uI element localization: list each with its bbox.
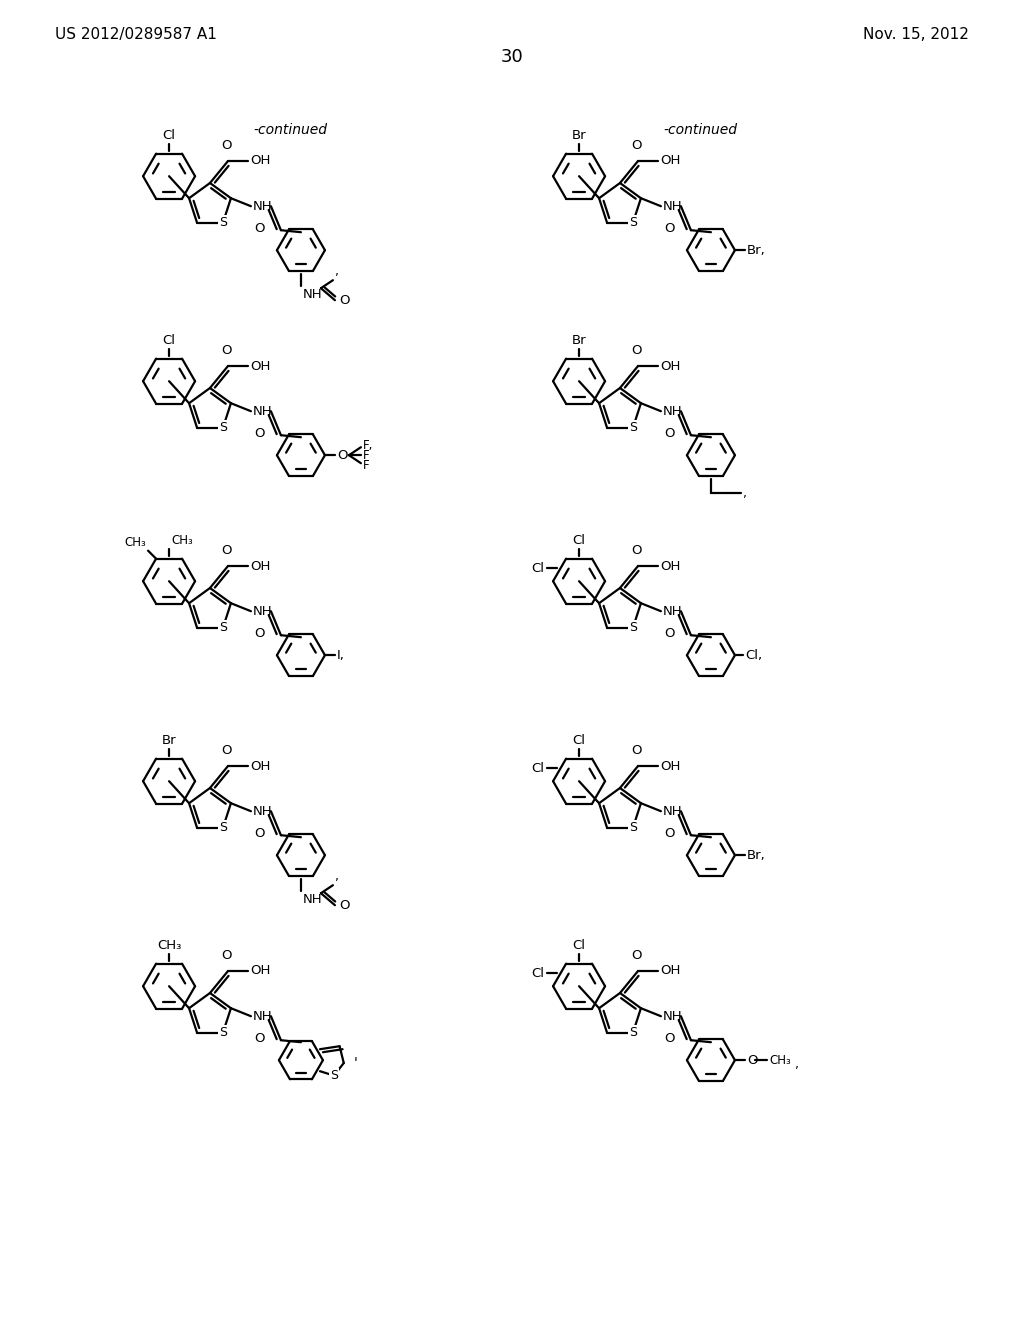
Text: Br,: Br, (746, 849, 766, 862)
Text: S: S (629, 421, 637, 434)
Text: NH: NH (253, 605, 272, 618)
Text: NH: NH (663, 199, 683, 213)
Text: S: S (629, 622, 637, 635)
Text: NH: NH (663, 405, 683, 417)
Text: O: O (221, 544, 231, 557)
Text: Cl: Cl (572, 734, 586, 747)
Text: Br: Br (162, 734, 176, 747)
Text: O: O (221, 744, 231, 756)
Text: F: F (362, 449, 370, 462)
Text: S: S (219, 622, 227, 635)
Text: NH: NH (253, 199, 272, 213)
Text: F: F (362, 459, 370, 471)
Text: OH: OH (660, 154, 680, 168)
Text: OH: OH (660, 759, 680, 772)
Text: OH: OH (250, 965, 270, 978)
Text: F,: F, (362, 438, 374, 451)
Text: -continued: -continued (663, 123, 737, 137)
Text: Cl: Cl (531, 762, 545, 775)
Text: O: O (254, 426, 265, 440)
Text: I,: I, (337, 648, 345, 661)
Text: S: S (629, 1026, 637, 1039)
Text: S: S (219, 216, 227, 230)
Text: NH: NH (253, 1010, 272, 1023)
Text: OH: OH (660, 965, 680, 978)
Text: S: S (330, 1069, 338, 1082)
Text: S: S (629, 821, 637, 834)
Text: O: O (746, 1053, 758, 1067)
Text: O: O (665, 627, 675, 640)
Text: ': ' (353, 1056, 357, 1071)
Text: O: O (665, 426, 675, 440)
Text: O: O (221, 949, 231, 962)
Text: ,: , (743, 487, 746, 500)
Text: O: O (339, 899, 349, 912)
Text: OH: OH (250, 560, 270, 573)
Text: S: S (219, 1026, 227, 1039)
Text: O: O (254, 222, 265, 235)
Text: O: O (339, 294, 349, 306)
Text: CH₃: CH₃ (124, 536, 146, 549)
Text: Br,: Br, (746, 244, 766, 256)
Text: O: O (631, 744, 641, 756)
Text: S: S (219, 421, 227, 434)
Text: Br: Br (571, 334, 587, 347)
Text: OH: OH (250, 759, 270, 772)
Text: -continued: -continued (253, 123, 327, 137)
Text: O: O (254, 826, 265, 840)
Text: Br: Br (571, 129, 587, 143)
Text: CH₃: CH₃ (157, 940, 181, 952)
Text: O: O (665, 1032, 675, 1044)
Text: NH: NH (303, 288, 323, 301)
Text: ,: , (335, 265, 339, 279)
Text: US 2012/0289587 A1: US 2012/0289587 A1 (55, 26, 217, 42)
Text: S: S (219, 821, 227, 834)
Text: NH: NH (663, 805, 683, 817)
Text: OH: OH (250, 154, 270, 168)
Text: Cl: Cl (531, 562, 545, 574)
Text: Cl: Cl (572, 940, 586, 952)
Text: O: O (631, 544, 641, 557)
Text: Cl: Cl (531, 966, 545, 979)
Text: O: O (631, 139, 641, 152)
Text: NH: NH (303, 894, 323, 907)
Text: O: O (631, 345, 641, 356)
Text: NH: NH (253, 805, 272, 817)
Text: NH: NH (663, 605, 683, 618)
Text: OH: OH (660, 560, 680, 573)
Text: CH₃: CH₃ (171, 535, 193, 548)
Text: Cl,: Cl, (744, 648, 762, 661)
Text: O: O (221, 345, 231, 356)
Text: O: O (665, 826, 675, 840)
Text: CH₃: CH₃ (769, 1053, 791, 1067)
Text: Cl: Cl (572, 535, 586, 548)
Text: ,: , (795, 1057, 799, 1071)
Text: O: O (254, 627, 265, 640)
Text: 30: 30 (501, 48, 523, 66)
Text: O: O (665, 222, 675, 235)
Text: NH: NH (253, 405, 272, 417)
Text: S: S (629, 216, 637, 230)
Text: NH: NH (663, 1010, 683, 1023)
Text: O: O (337, 449, 347, 462)
Text: O: O (254, 1032, 265, 1044)
Text: ,: , (335, 870, 339, 883)
Text: Cl: Cl (163, 334, 175, 347)
Text: O: O (631, 949, 641, 962)
Text: O: O (221, 139, 231, 152)
Text: OH: OH (660, 359, 680, 372)
Text: OH: OH (250, 359, 270, 372)
Text: Nov. 15, 2012: Nov. 15, 2012 (863, 26, 969, 42)
Text: Cl: Cl (163, 129, 175, 143)
